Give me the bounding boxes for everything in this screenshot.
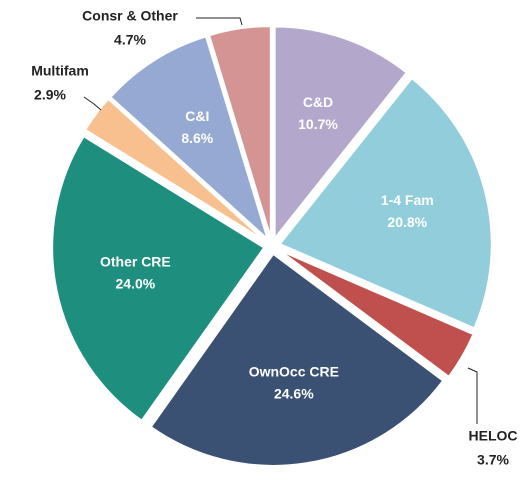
leader-line xyxy=(196,17,243,26)
slice-value-label: 4.7% xyxy=(114,32,146,48)
slice-label: HELOC xyxy=(469,428,518,444)
pie-slice xyxy=(83,97,267,243)
slice-value-label: 20.8% xyxy=(387,214,427,230)
slice-value-label: 24.0% xyxy=(116,276,156,292)
pie-slice xyxy=(207,25,272,239)
slice-label: Consr & Other xyxy=(82,8,178,24)
slice-value-label: 8.6% xyxy=(181,130,213,146)
leader-line xyxy=(83,96,102,111)
pie-slice xyxy=(149,252,445,467)
pie-slice xyxy=(273,25,409,242)
slice-label: Multifam xyxy=(31,63,89,79)
slice-value-label: 2.9% xyxy=(34,87,66,103)
slice-label: 1-4 Fam xyxy=(381,192,434,208)
slice-value-label: 24.6% xyxy=(274,385,314,401)
pie-slice xyxy=(51,134,266,423)
slice-value-label: 3.7% xyxy=(477,452,509,468)
slice-label: C&I xyxy=(185,108,209,124)
pie-slice xyxy=(278,76,493,330)
pie-slice xyxy=(109,35,270,243)
slice-label: OwnOcc CRE xyxy=(249,363,339,379)
leader-line xyxy=(467,367,478,424)
slice-value-label: 10.7% xyxy=(298,116,338,132)
slice-label: C&D xyxy=(303,94,333,110)
pie-slice xyxy=(278,249,475,379)
slice-label: Other CRE xyxy=(100,254,171,270)
